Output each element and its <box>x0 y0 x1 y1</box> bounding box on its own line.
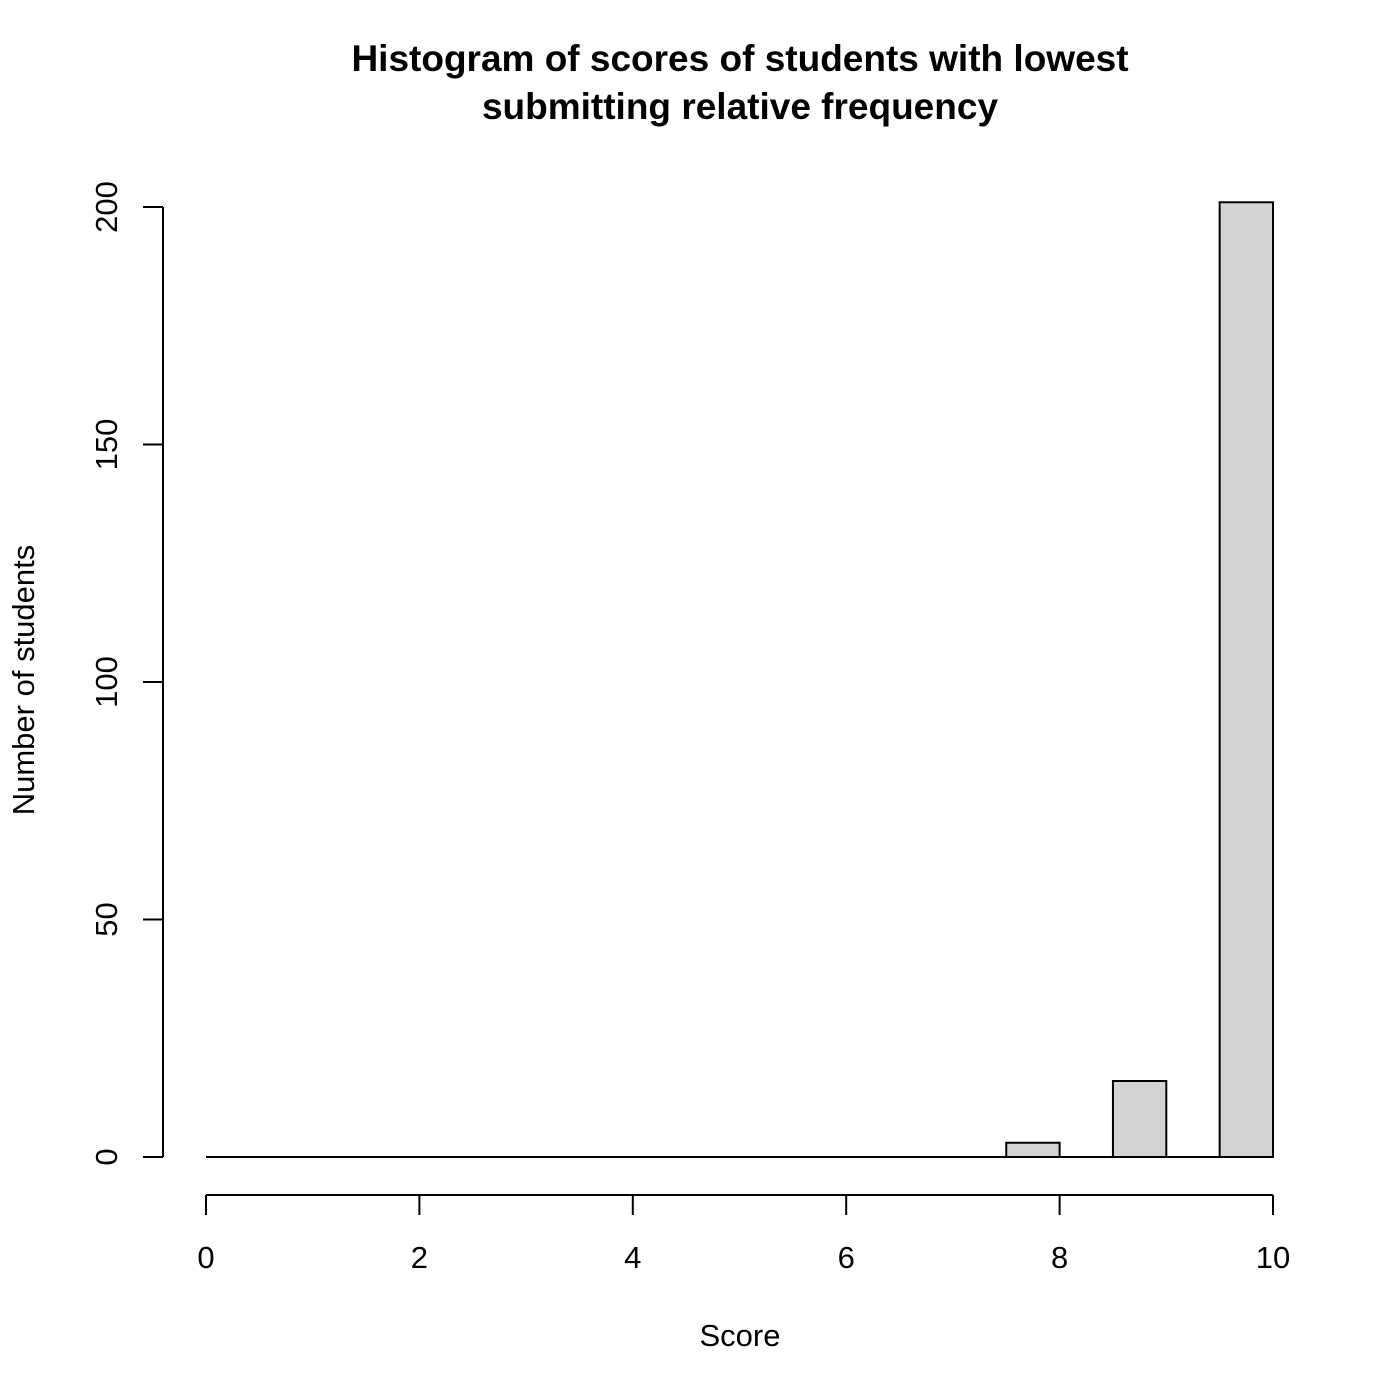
y-axis-label: Number of students <box>6 544 41 816</box>
x-tick-label: 2 <box>411 1240 428 1275</box>
y-axis: 0 50 100 150 200 <box>89 181 164 1166</box>
y-tick-label: 200 <box>89 181 124 233</box>
y-tick-label: 100 <box>89 656 124 708</box>
y-tick-label: 150 <box>89 419 124 471</box>
x-tick-label: 10 <box>1256 1240 1290 1275</box>
x-axis: 0 2 4 6 8 10 <box>197 1194 1290 1275</box>
histogram-bar <box>1111 1080 1168 1158</box>
x-axis-label: Score <box>699 1318 781 1353</box>
x-tick-label: 0 <box>197 1240 214 1275</box>
histogram-bar <box>1218 201 1275 1158</box>
bars-group <box>1005 201 1275 1158</box>
chart-title-line-2: submitting relative frequency <box>481 86 999 127</box>
histogram-bar <box>1005 1141 1061 1158</box>
x-tick-label: 8 <box>1051 1240 1068 1275</box>
chart-title-line-1: Histogram of scores of students with low… <box>351 38 1129 79</box>
x-tick-label: 6 <box>838 1240 855 1275</box>
x-tick-label: 4 <box>624 1240 641 1275</box>
y-tick-label: 0 <box>89 1148 124 1165</box>
y-tick-label: 50 <box>89 902 124 936</box>
